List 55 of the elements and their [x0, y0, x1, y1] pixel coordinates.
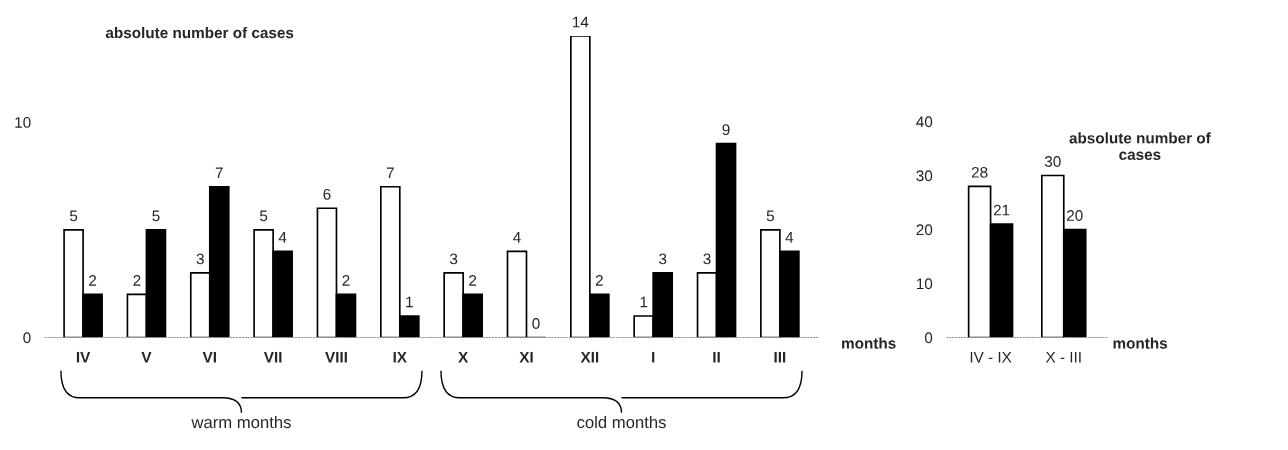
x-tick-label: IX	[393, 351, 407, 363]
data-label: 5	[152, 210, 160, 222]
data-label: 7	[215, 167, 223, 179]
data-label: 30	[1044, 156, 1061, 167]
x-tick-label: VII	[263, 351, 282, 363]
data-label: 4	[513, 232, 521, 243]
x-tick-label: IV - IX	[970, 351, 1012, 363]
data-label: 3	[659, 253, 667, 265]
x-tick-label: V	[141, 351, 152, 363]
text: cold months	[577, 415, 666, 429]
x-tick-label: XI	[519, 351, 533, 363]
data-label: 21	[993, 204, 1010, 216]
data-label: 0	[532, 318, 540, 329]
data-label: 4	[785, 232, 794, 243]
x-tick-label: X - III	[1045, 351, 1081, 363]
x-tick-label: VIII	[325, 351, 347, 363]
data-label: 6	[323, 188, 331, 200]
y-tick-label: 0	[924, 332, 933, 344]
data-label: 1	[406, 296, 413, 308]
y-tick-label: 30	[916, 170, 933, 182]
data-label: 14	[573, 16, 589, 28]
y-axis-title: absolute number of cases	[105, 26, 294, 39]
x-axis-title: months	[1113, 337, 1168, 349]
data-label: 3	[703, 253, 711, 265]
y-tick-label: 10	[15, 117, 31, 128]
data-label: 1	[640, 296, 648, 308]
data-label: 2	[133, 275, 141, 286]
y-axis-title: absolute number of cases	[1069, 132, 1211, 160]
data-label: 9	[722, 124, 730, 136]
y-tick-label: 10	[916, 278, 933, 290]
data-label: 2	[469, 275, 477, 286]
data-label: 2	[89, 275, 97, 286]
y-tick-label: 20	[916, 224, 933, 236]
x-tick-label: VI	[202, 351, 216, 363]
x-tick-label: II	[713, 351, 720, 363]
bar	[506, 250, 528, 338]
x-axis-title: months	[842, 337, 896, 349]
data-label: 2	[342, 275, 350, 286]
data-label: 7	[386, 167, 394, 179]
data-label: 5	[766, 210, 774, 222]
x-tick-label: III	[774, 351, 786, 363]
x-tick-label: IV	[76, 351, 91, 363]
data-label: 5	[259, 210, 268, 222]
x-tick-label: XII	[580, 351, 599, 363]
x-tick-label: I	[652, 351, 655, 363]
data-label: 28	[971, 166, 988, 178]
data-label: 20	[1067, 210, 1083, 221]
data-label: 3	[196, 253, 204, 265]
y-tick-label: 40	[916, 116, 933, 128]
data-label: 5	[69, 210, 78, 222]
data-label: 2	[595, 275, 603, 286]
x-tick-label: X	[458, 351, 469, 363]
data-label: 3	[449, 253, 458, 265]
text: warm months	[191, 415, 291, 429]
data-label: 4	[278, 232, 287, 243]
